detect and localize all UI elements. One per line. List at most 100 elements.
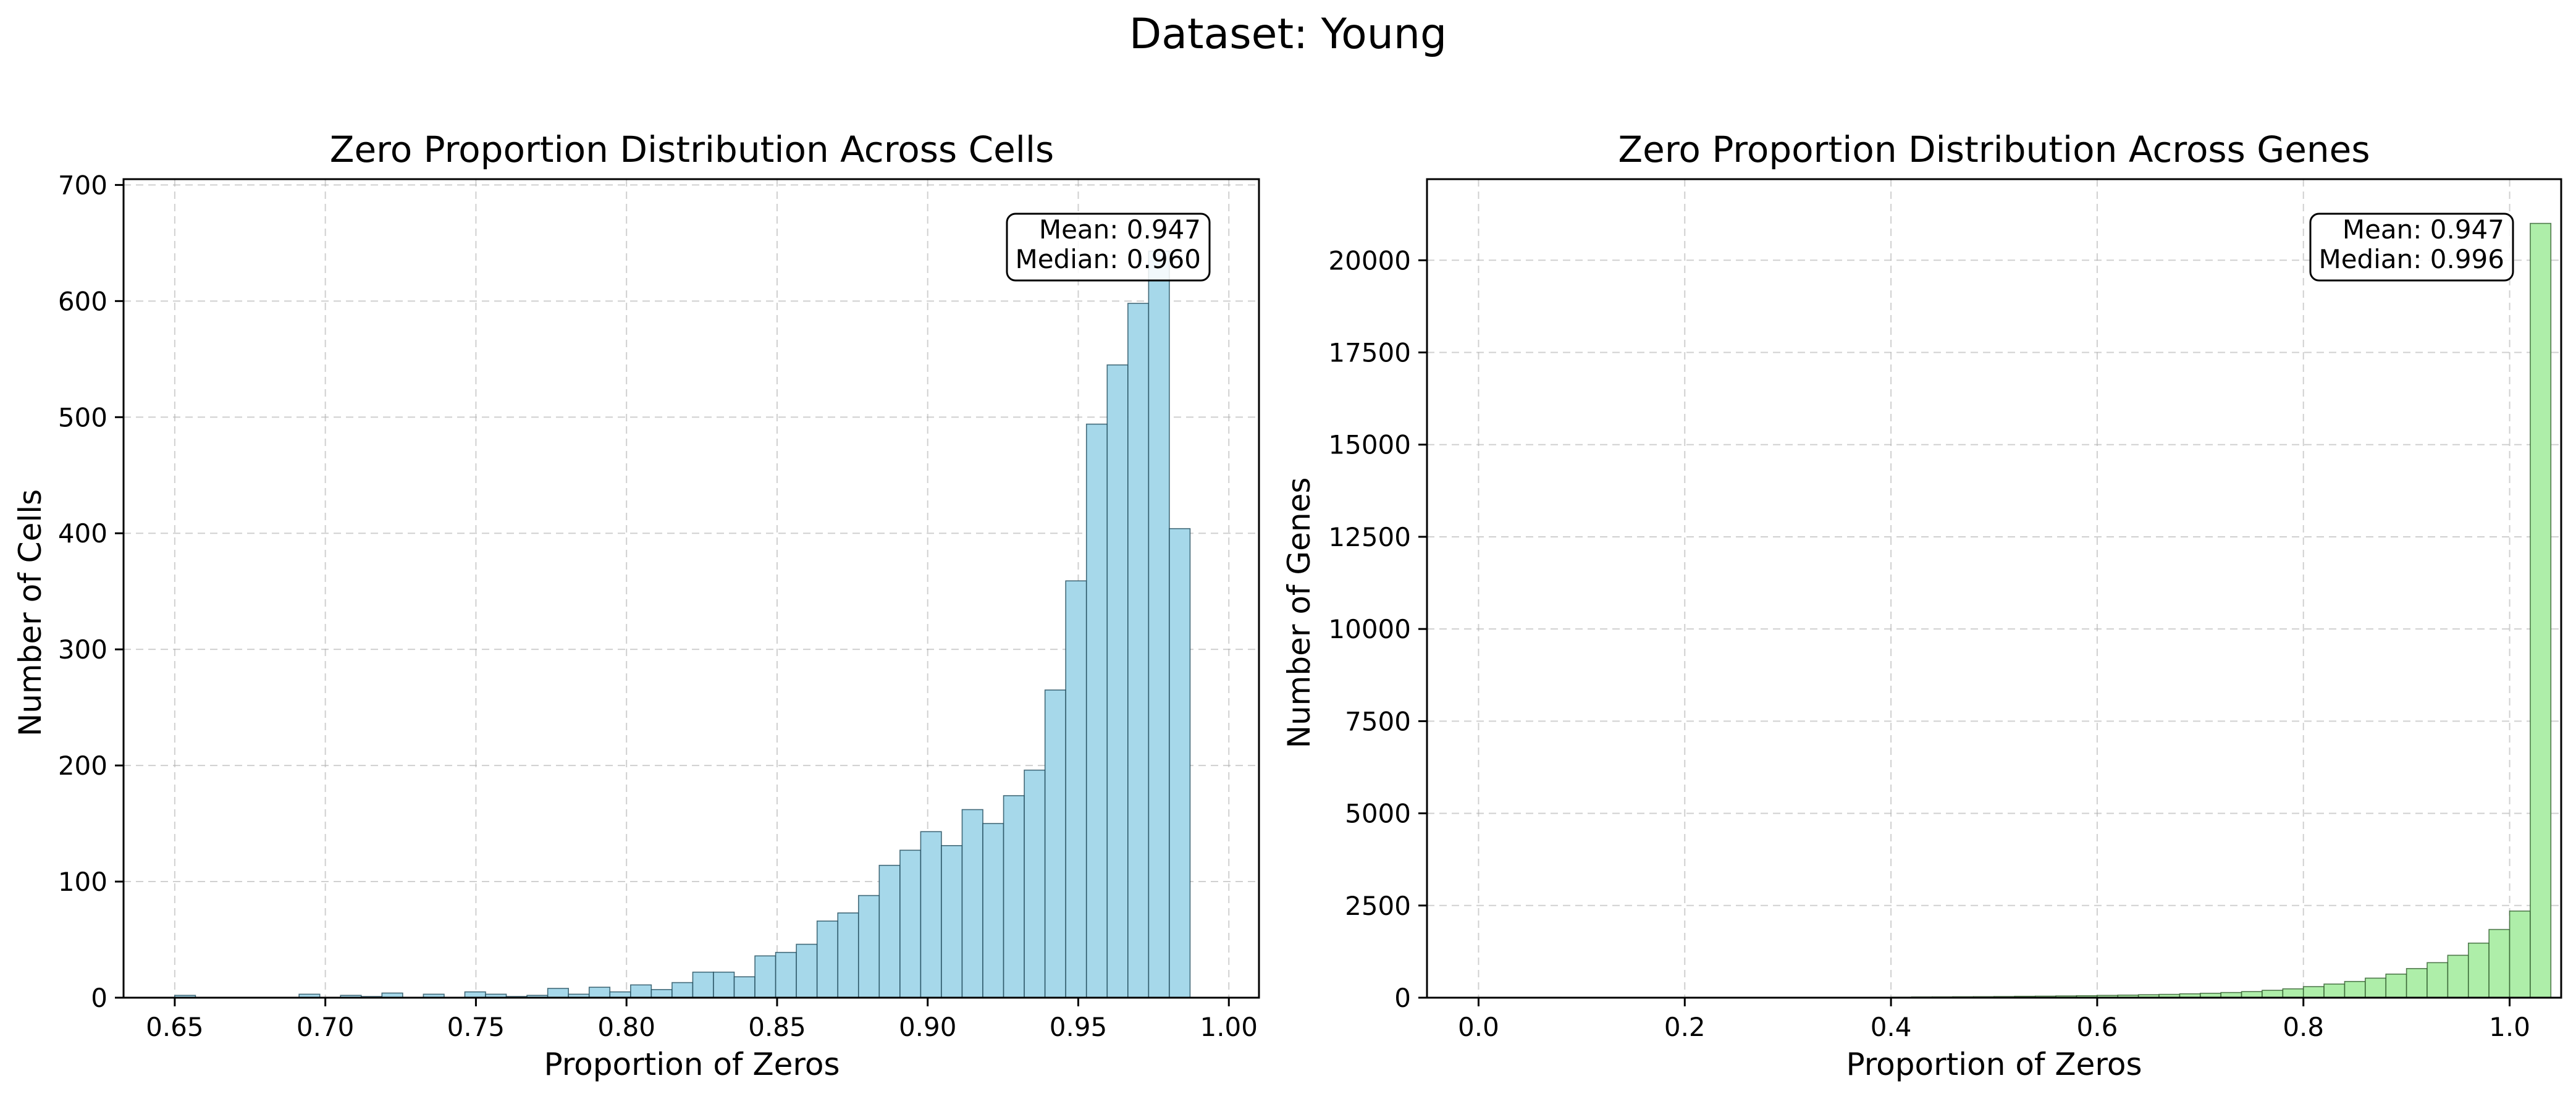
cells-histogram-bar	[1065, 580, 1087, 998]
genes-histogram-bar	[2262, 990, 2284, 998]
genes-histogram-bar	[2365, 977, 2387, 998]
genes-histogram-bar	[2344, 980, 2366, 998]
cells-x-tick-label: 1.00	[1200, 1012, 1258, 1042]
cells-histogram-panel: Zero Proportion Distribution Across Cell…	[12, 128, 1260, 1082]
cells-histogram-bar	[1148, 250, 1170, 998]
genes-histogram-bar	[2488, 928, 2511, 998]
cells-y-tick-label: 300	[58, 634, 107, 665]
cells-histogram-bar	[1003, 795, 1025, 998]
cells-histogram-bar	[1024, 769, 1046, 998]
cells-y-tick-label: 0	[91, 983, 107, 1013]
cells-y-axis-label: Number of Cells	[12, 489, 48, 736]
genes-stats-box	[2309, 213, 2514, 282]
genes-histogram-bar	[2323, 983, 2346, 998]
cells-x-tick-label: 0.70	[297, 1012, 355, 1042]
cells-histogram-bar	[1127, 303, 1150, 998]
cells-histogram-bar	[899, 849, 922, 998]
cells-histogram-bar	[982, 823, 1004, 998]
cells-histogram-bar	[1106, 364, 1129, 998]
cells-histogram-bar	[941, 844, 963, 998]
cells-x-tick-label: 0.65	[146, 1012, 204, 1042]
cells-axes-frame	[122, 178, 1260, 999]
cells-histogram-bar	[630, 984, 652, 998]
genes-y-ticks: 0 2500 5000 7500 10000 12500 15000 17500 20000	[1328, 245, 1427, 1013]
cells-y-tick-label: 500	[58, 402, 107, 432]
cells-histogram-bar	[754, 955, 777, 998]
genes-x-tick-label: 0.8	[2283, 1012, 2324, 1042]
genes-y-tick-label: 5000	[1345, 799, 1411, 829]
cells-median-text: Median: 0.960	[1015, 244, 1201, 274]
cells-histogram-bar	[1044, 689, 1066, 998]
genes-y-tick-label: 12500	[1328, 522, 1411, 552]
cells-histogram-bar	[671, 982, 694, 998]
cells-histogram-bar	[692, 971, 714, 998]
cells-stats-box	[1006, 213, 1211, 282]
genes-y-axis-label: Number of Genes	[1281, 478, 1317, 749]
genes-y-tick-label: 2500	[1345, 891, 1411, 921]
genes-histogram-bar	[2406, 968, 2428, 998]
genes-chart-title: Zero Proportion Distribution Across Gene…	[1618, 128, 2370, 171]
cells-histogram-bar	[713, 971, 735, 998]
cells-x-ticks: 0.65 0.70 0.75 0.80 0.85 0.90 0.95 1.00	[146, 998, 1258, 1042]
genes-mean-text: Mean: 0.947	[2342, 214, 2504, 245]
cells-y-tick-label: 400	[58, 518, 107, 549]
cells-x-tick-label: 0.75	[447, 1012, 505, 1042]
genes-histogram-bar	[2302, 986, 2325, 998]
cells-histogram-bar	[775, 951, 797, 998]
genes-y-tick-label: 7500	[1345, 706, 1411, 736]
genes-histogram-bar	[2467, 942, 2490, 998]
cells-histogram-bar	[878, 864, 901, 998]
genes-histogram-bar	[2509, 910, 2531, 998]
genes-histogram-bar	[2447, 954, 2469, 998]
cells-y-tick-label: 600	[58, 286, 107, 316]
cells-histogram-bar	[1085, 423, 1108, 998]
cells-histogram-bar	[1169, 528, 1191, 998]
genes-y-tick-label: 0	[1394, 983, 1411, 1013]
cells-histogram-bar	[816, 920, 839, 998]
cells-histogram-bar	[857, 895, 880, 998]
cells-bars	[174, 250, 1191, 998]
genes-x-axis-label: Proportion of Zeros	[1846, 1046, 2142, 1082]
genes-x-tick-label: 0.0	[1458, 1012, 1499, 1042]
genes-bars	[1478, 222, 2552, 998]
cells-histogram-bar	[733, 976, 756, 998]
cells-histogram-bar	[547, 988, 569, 998]
cells-chart-title: Zero Proportion Distribution Across Cell…	[330, 128, 1054, 171]
genes-histogram-bar	[2282, 988, 2304, 998]
cells-histogram-bar	[920, 831, 942, 998]
genes-y-tick-label: 17500	[1328, 338, 1411, 368]
cells-y-tick-label: 200	[58, 751, 107, 781]
cells-x-tick-label: 0.85	[748, 1012, 806, 1042]
genes-y-tick-label: 10000	[1328, 614, 1411, 644]
cells-stats-annotation: Mean: 0.947 Median: 0.960	[1006, 213, 1211, 282]
cells-x-tick-label: 0.95	[1050, 1012, 1108, 1042]
genes-x-tick-label: 1.0	[2489, 1012, 2530, 1042]
cells-x-tick-label: 0.80	[597, 1012, 655, 1042]
genes-histogram-bar	[2427, 962, 2449, 998]
cells-histogram-bar	[796, 943, 818, 998]
genes-axes-frame	[1426, 178, 2562, 999]
genes-grid	[1427, 179, 2561, 998]
cells-histogram-bar	[650, 989, 673, 998]
cells-histogram-bar	[837, 912, 859, 998]
cells-x-axis-label: Proportion of Zeros	[544, 1046, 840, 1082]
cells-y-tick-label: 100	[58, 867, 107, 897]
genes-y-tick-label: 15000	[1328, 430, 1411, 460]
cells-mean-text: Mean: 0.947	[1039, 214, 1201, 245]
genes-x-tick-label: 0.6	[2077, 1012, 2118, 1042]
genes-histogram-panel: Zero Proportion Distribution Across Gene…	[1281, 128, 2562, 1082]
genes-histogram-bar	[2530, 222, 2552, 998]
genes-stats-annotation: Mean: 0.947 Median: 0.996	[2309, 213, 2514, 282]
figure-suptitle: Dataset: Young	[1129, 10, 1447, 59]
genes-histogram-bar	[2385, 974, 2407, 998]
cells-y-tick-label: 700	[58, 170, 107, 200]
genes-x-tick-label: 0.2	[1664, 1012, 1706, 1042]
cells-histogram-bar	[961, 809, 983, 998]
genes-y-tick-label: 20000	[1328, 245, 1411, 276]
genes-x-tick-label: 0.4	[1871, 1012, 1912, 1042]
genes-median-text: Median: 0.996	[2318, 244, 2504, 274]
cells-x-tick-label: 0.90	[899, 1012, 957, 1042]
cells-histogram-bar	[588, 987, 611, 998]
cells-y-ticks: 0 100 200 300 400 500 600 700	[58, 170, 124, 1013]
genes-x-ticks: 0.0 0.2 0.4 0.6 0.8 1.0	[1458, 998, 2530, 1042]
